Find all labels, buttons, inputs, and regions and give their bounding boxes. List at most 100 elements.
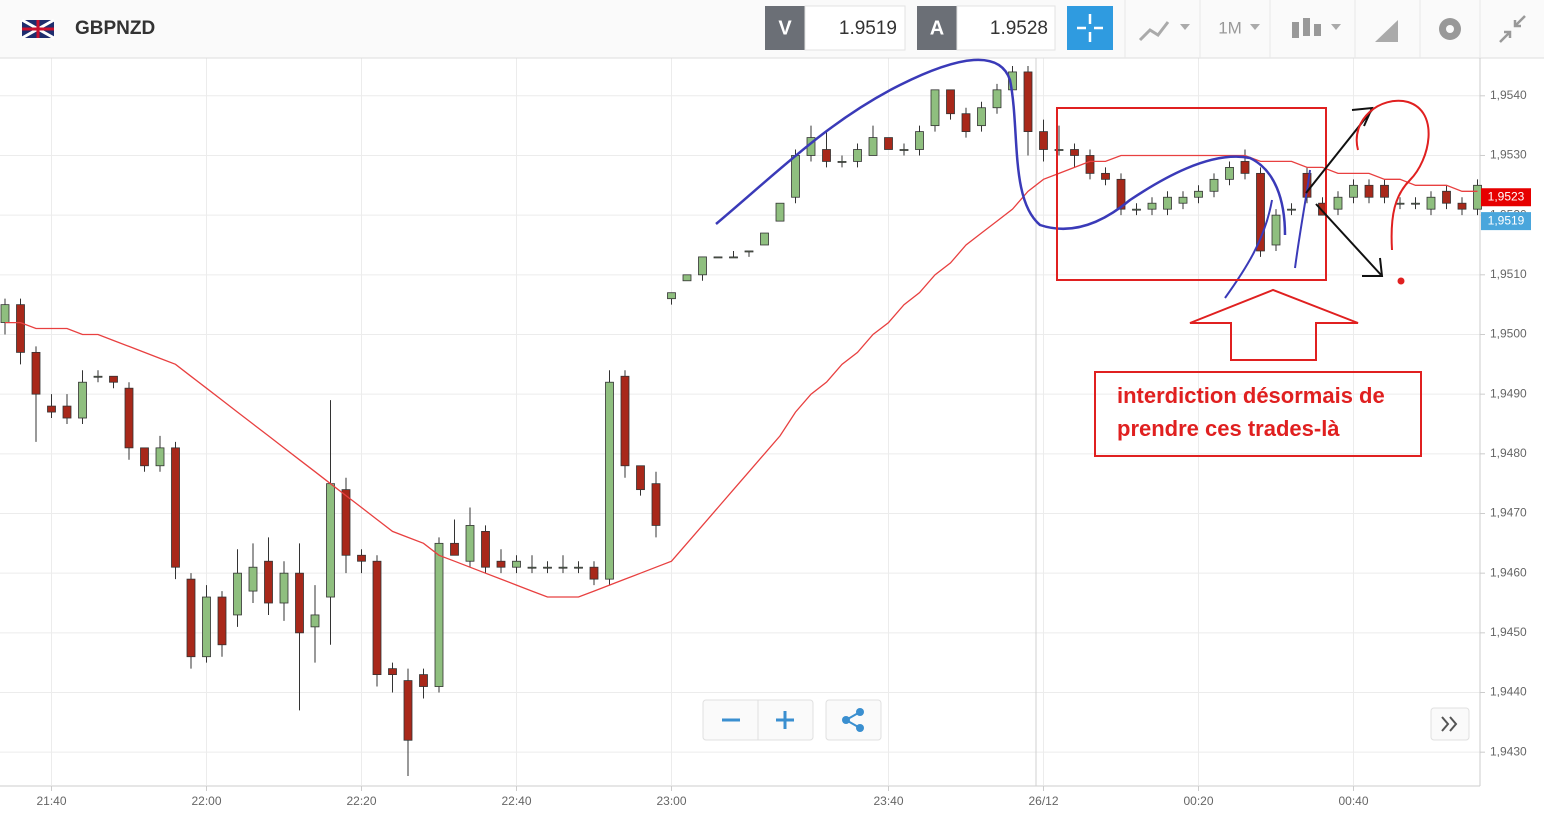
candle-down [388, 668, 397, 676]
candle-up [512, 560, 521, 568]
candle-down [357, 554, 366, 562]
candle-up [837, 161, 847, 163]
candle-down [1116, 178, 1126, 210]
ask-price: 1.9528 [990, 18, 1048, 39]
candle-up [1271, 214, 1281, 246]
candle-up [791, 155, 800, 198]
candle-up [1411, 202, 1420, 205]
x-tick-label: 21:40 [36, 794, 66, 808]
plot [0, 65, 1482, 777]
candle-up [326, 483, 335, 598]
chart-type-icon[interactable] [1138, 21, 1170, 42]
candle-up [713, 256, 723, 259]
candle-down [1101, 172, 1110, 180]
candle-icon[interactable] [1292, 18, 1321, 38]
red-box [1056, 107, 1327, 281]
scroll-button[interactable] [1430, 707, 1470, 741]
candle-up [667, 292, 676, 300]
x-tick-label: 22:00 [191, 794, 221, 808]
candle-up [682, 274, 692, 282]
candle-down [31, 351, 41, 395]
bid-label: V [778, 17, 792, 39]
candle-up [930, 89, 940, 127]
zoom-in[interactable] [776, 711, 794, 729]
candle-down [1085, 155, 1095, 174]
dropdown-arrow [1331, 24, 1341, 30]
candle-up [977, 107, 986, 127]
candle-up [1209, 178, 1219, 192]
candle-up [1194, 190, 1203, 198]
candle-up [760, 232, 769, 246]
crosshair-button[interactable] [1067, 6, 1113, 50]
candle-up [1333, 196, 1343, 210]
y-tick-label: 1,9430 [1490, 744, 1527, 758]
candle-up [899, 149, 909, 151]
candle-down [1457, 202, 1467, 210]
candle-down [822, 149, 831, 162]
y-tick-label: 1,9470 [1490, 506, 1527, 520]
bid-button[interactable] [765, 6, 805, 50]
collapse-icon[interactable] [1499, 15, 1526, 43]
y-tick-label: 1,9500 [1490, 327, 1527, 341]
draw-icon[interactable] [1375, 20, 1398, 42]
candle-up [1395, 202, 1405, 205]
candle-down [636, 465, 645, 491]
y-tick-label: 1,9460 [1490, 565, 1527, 579]
candle-up [992, 89, 1002, 109]
candle-up [465, 525, 475, 562]
y-tick-label: 1,9480 [1490, 446, 1527, 460]
black-arrow [1315, 203, 1384, 277]
header-separators [1124, 0, 1481, 58]
candle-up [248, 566, 258, 592]
candle-up [574, 566, 583, 569]
candle-up [310, 614, 320, 628]
candle-down [419, 674, 428, 687]
candle-down [1070, 149, 1079, 156]
settings-hole [1446, 25, 1454, 33]
candle-up [853, 149, 862, 162]
x-tick-label: 26/12 [1028, 794, 1058, 808]
candle-down [16, 304, 25, 353]
y-tick-label: 1,9510 [1490, 267, 1527, 281]
bid-box [804, 5, 906, 51]
candle-up [605, 381, 614, 580]
annotation-box [1094, 371, 1422, 457]
x-tick-label: 22:40 [501, 794, 531, 808]
candle-down [186, 578, 196, 658]
question-mark [1355, 99, 1430, 251]
candle-down [496, 560, 506, 568]
candle-up [1287, 208, 1296, 211]
header: GBPNZD V 1.9519 A 1.9528 1M [0, 0, 1544, 59]
x-tick-label: 23:00 [656, 794, 686, 808]
x-tick-label: 22:20 [346, 794, 376, 808]
candle-down [450, 542, 459, 556]
candle-down [651, 483, 661, 526]
candle-down [109, 375, 118, 383]
candle-up [78, 381, 87, 419]
y-tick-label: 1,9450 [1490, 625, 1527, 639]
candle-up [868, 137, 878, 156]
hand-annotations [715, 58, 1430, 457]
candle-down [1240, 161, 1250, 174]
candle-up [1147, 202, 1157, 210]
moving-average [5, 154, 1478, 598]
candle-up [202, 596, 211, 658]
candle-down [1039, 131, 1048, 150]
candle-up [0, 304, 10, 323]
candle-down [62, 405, 72, 419]
candle-down [171, 447, 180, 568]
x-tick-label: 00:40 [1338, 794, 1368, 808]
ask-box [956, 5, 1056, 51]
red-arrow [1189, 288, 1359, 361]
candle-up [279, 572, 289, 604]
timeframe[interactable]: 1M [1218, 18, 1242, 37]
candle-down [620, 375, 630, 467]
candle-up [744, 250, 754, 253]
ask-button[interactable] [917, 6, 957, 50]
dropdown-arrow [1250, 24, 1260, 30]
x-tick-label: 23:40 [873, 794, 903, 808]
candle-down [124, 387, 134, 449]
blue-stroke [1294, 169, 1311, 269]
